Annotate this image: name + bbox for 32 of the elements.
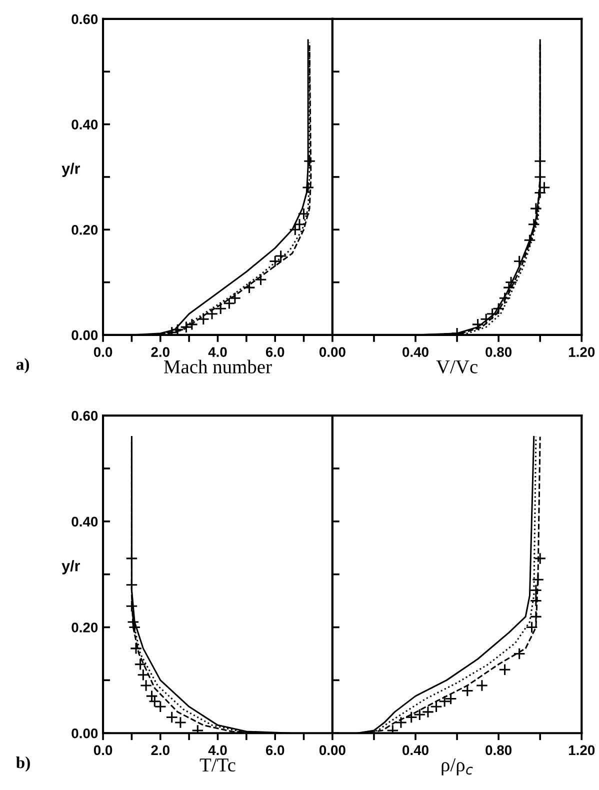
x-tick-label: 0.80 xyxy=(486,745,512,756)
x-axis-title: ρ/ρ$_{c}$ xyxy=(442,758,473,776)
x-tick-label: 0.0 xyxy=(94,745,112,756)
x-tick-label: 0.40 xyxy=(402,745,428,756)
x-tick-label: 1.20 xyxy=(568,347,595,357)
x-tick-label: 2.0 xyxy=(151,347,170,357)
y-tick-label: 0.40 xyxy=(72,120,98,130)
y-axis-title: y/r xyxy=(62,162,80,177)
text: a) xyxy=(16,358,29,374)
x-tick-label: 0.00 xyxy=(319,347,346,357)
x-axis-title: V/Vc xyxy=(436,360,478,374)
y-tick-label: 0.60 xyxy=(72,14,98,24)
x-tick-label: 6.0 xyxy=(266,745,284,756)
y-tick-label: 0.20 xyxy=(72,622,98,632)
x-tick-label: 6.0 xyxy=(266,347,284,357)
y-axis-title: y/r xyxy=(62,560,80,574)
x-tick-label: 0.80 xyxy=(486,347,512,357)
x-tick-label: 4.0 xyxy=(208,347,227,357)
x-tick-label: 1.20 xyxy=(568,745,595,756)
y-tick-label: 0.00 xyxy=(72,330,98,340)
x-tick-label: 4.0 xyxy=(208,745,227,756)
x-tick-label: 0.0 xyxy=(94,347,112,357)
y-tick-label: 0.40 xyxy=(72,516,98,527)
y-tick-label: 0.00 xyxy=(72,728,98,738)
x-axis-title: Mach number xyxy=(164,360,272,374)
y-tick-label: 0.60 xyxy=(72,410,98,421)
text: b) xyxy=(16,756,30,772)
x-tick-label: 2.0 xyxy=(151,745,170,756)
x-tick-label: 0.40 xyxy=(402,347,428,357)
x-tick-label: 0.00 xyxy=(319,745,346,756)
y-tick-label: 0.20 xyxy=(72,224,98,235)
x-axis-title: T/Tc xyxy=(200,758,236,772)
